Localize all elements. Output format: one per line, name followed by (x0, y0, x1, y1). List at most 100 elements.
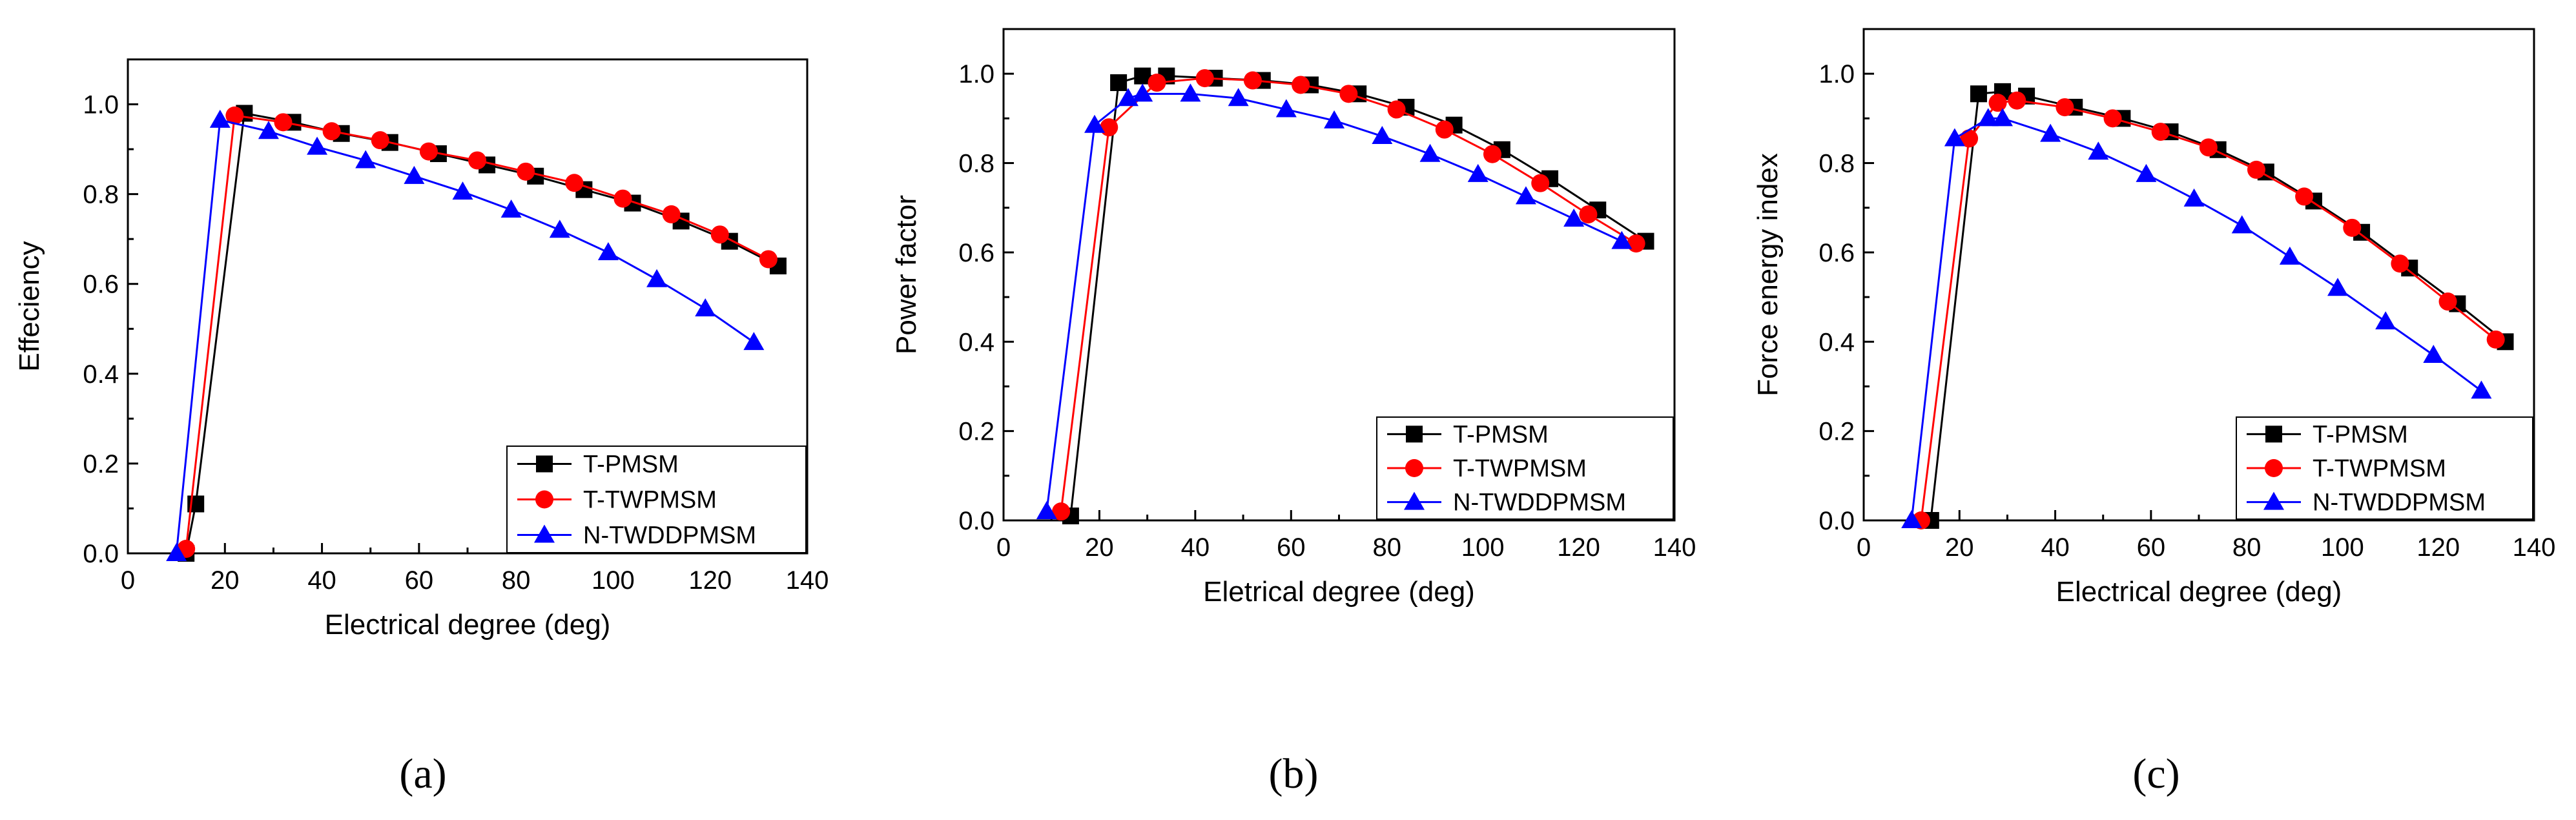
x-tick-label: 120 (1557, 533, 1600, 562)
panel-label: (b) (1269, 750, 1319, 797)
x-tick-label: 80 (1372, 533, 1401, 562)
legend-label: N-TWDDPMSM (583, 522, 756, 549)
x-tick-label: 140 (786, 566, 829, 595)
y-tick-label: 0.0 (958, 507, 994, 535)
data-point-N-TWDDPMSM (500, 199, 522, 218)
x-tick-label: 60 (2137, 533, 2166, 562)
data-point-N-TWDDPMSM (2136, 163, 2157, 182)
data-point-N-TWDDPMSM (166, 543, 187, 561)
x-tick-label: 60 (405, 566, 434, 595)
x-tick-label: 40 (1181, 533, 1210, 562)
data-point-N-TWDDPMSM (1084, 114, 1106, 133)
data-point-T-TWPMSM (1195, 69, 1214, 88)
y-tick-label: 0.2 (958, 418, 994, 446)
y-tick-label: 0.0 (83, 540, 119, 568)
y-tick-label: 0.8 (83, 181, 119, 209)
y-tick-label: 0.4 (958, 328, 994, 356)
chart-panel-3: 0 20 40 60 80 100 120 140 0.0 0.2 0.4 0.6 0.8 1.0 Elec… (1752, 28, 2555, 797)
data-point-T-TWPMSM (1435, 120, 1454, 139)
data-point-T-TWPMSM (2391, 254, 2409, 273)
y-tick-label: 1.0 (1819, 60, 1855, 88)
x-tick-label: 120 (688, 566, 732, 595)
data-point-N-TWDDPMSM (1901, 510, 1922, 528)
data-point-T-TWPMSM (1052, 502, 1071, 521)
y-tick-label: 0.4 (1819, 328, 1855, 356)
x-axis-title: Electrical degree (deg) (325, 609, 611, 641)
y-tick-label: 0.6 (958, 239, 994, 267)
data-point-T-TWPMSM (2343, 218, 2362, 237)
legend-label: T-PMSM (1453, 421, 1549, 448)
data-point-N-TWDDPMSM (1324, 110, 1345, 128)
data-point-T-TWPMSM (710, 225, 729, 244)
legend-label: N-TWDDPMSM (2313, 489, 2486, 517)
data-point-N-TWDDPMSM (2471, 380, 2492, 399)
data-point-N-TWDDPMSM (1180, 83, 1201, 102)
y-tick-label: 0.6 (1819, 239, 1855, 267)
data-point-N-TWDDPMSM (1563, 209, 1585, 227)
legend-marker (536, 455, 553, 473)
data-point-N-TWDDPMSM (2279, 246, 2300, 265)
data-point-N-TWDDPMSM (307, 136, 328, 155)
x-tick-label: 0 (121, 566, 135, 595)
data-point-T-TWPMSM (419, 142, 438, 161)
data-point-T-TWPMSM (1339, 85, 1358, 103)
data-point-N-TWDDPMSM (1992, 108, 2014, 127)
legend-marker (534, 524, 555, 543)
data-point-T-TWPMSM (2103, 109, 2122, 128)
legend-marker (2265, 459, 2283, 477)
data-point-N-TWDDPMSM (1515, 186, 1536, 205)
data-point-N-TWDDPMSM (258, 121, 279, 139)
data-point-N-TWDDPMSM (743, 332, 765, 351)
legend-label: T-PMSM (2313, 421, 2408, 448)
data-point-T-TWPMSM (759, 250, 778, 269)
data-point-T-TWPMSM (1483, 145, 1501, 163)
legend-marker (1404, 491, 1425, 510)
legend-marker (2265, 425, 2282, 443)
x-tick-label: 20 (1085, 533, 1114, 562)
x-tick-label: 40 (2041, 533, 2070, 562)
data-point-N-TWDDPMSM (1611, 231, 1633, 249)
y-axis-title: Force energy index (1752, 153, 1784, 396)
data-point-T-TWPMSM (1579, 205, 1598, 224)
data-point-T-TWPMSM (1627, 234, 1645, 253)
data-point-T-TWPMSM (2486, 330, 2505, 349)
legend-marker (535, 490, 553, 509)
data-point-N-TWDDPMSM (549, 220, 570, 238)
x-axis-title: Eletrical degree (deg) (1203, 576, 1475, 608)
data-point-T-TWPMSM (565, 174, 584, 192)
legend-label: T-PMSM (583, 451, 679, 478)
x-tick-label: 100 (2321, 533, 2364, 562)
data-point-N-TWDDPMSM (1132, 83, 1153, 102)
chart-panel-1: 0 20 40 60 80 100 120 140 0.0 0.2 0.4 0.6 0.8 1.0 Elec… (14, 58, 829, 797)
x-tick-label: 140 (1653, 533, 1696, 562)
x-tick-label: 0 (996, 533, 1011, 562)
data-point-N-TWDDPMSM (1467, 163, 1489, 182)
x-tick-label: 120 (2416, 533, 2460, 562)
data-point-T-TWPMSM (1292, 76, 1310, 94)
y-tick-label: 0.4 (83, 360, 119, 389)
data-point-T-PMSM (1110, 74, 1128, 92)
panel-label: (a) (399, 750, 446, 797)
x-tick-label: 80 (502, 566, 531, 595)
data-point-T-TWPMSM (2199, 138, 2218, 157)
data-point-N-TWDDPMSM (2040, 123, 2061, 142)
x-tick-label: 20 (1945, 533, 1974, 562)
data-point-T-TWPMSM (2247, 160, 2265, 179)
data-point-N-TWDDPMSM (2375, 311, 2396, 330)
data-point-N-TWDDPMSM (646, 269, 668, 287)
panel-label: (c) (2132, 750, 2179, 797)
data-point-T-TWPMSM (1100, 118, 1118, 137)
x-tick-label: 80 (2232, 533, 2262, 562)
y-tick-label: 0.8 (1819, 150, 1855, 178)
legend-label: N-TWDDPMSM (1453, 489, 1626, 517)
data-point-T-TWPMSM (1960, 129, 1979, 148)
y-tick-label: 0.2 (1819, 418, 1855, 446)
y-tick-label: 0.0 (1819, 507, 1855, 535)
x-tick-label: 60 (1277, 533, 1306, 562)
y-tick-label: 1.0 (958, 60, 994, 88)
data-point-N-TWDDPMSM (597, 242, 619, 261)
y-axis-title: Effeciency (14, 241, 45, 371)
data-point-N-TWDDPMSM (1419, 143, 1441, 162)
data-point-T-TWPMSM (613, 189, 632, 208)
